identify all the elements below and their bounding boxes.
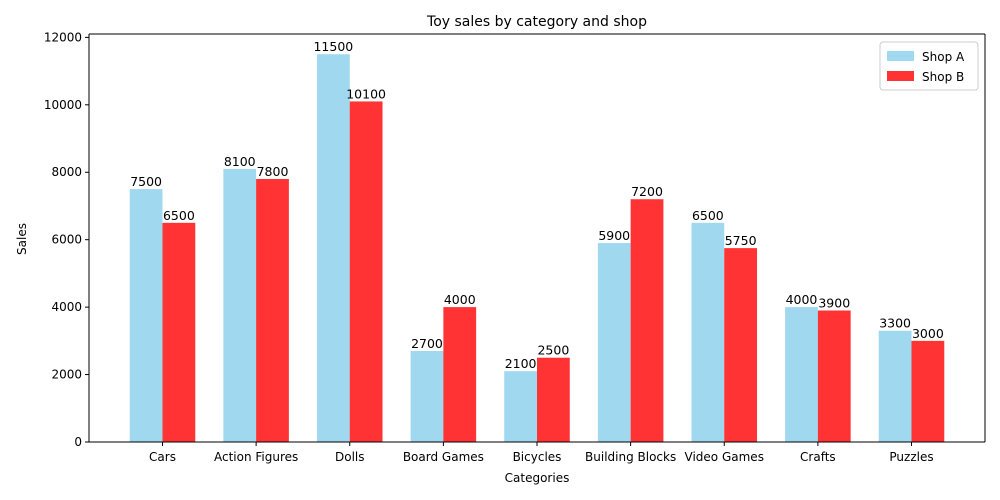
y-tick-label-4: 8000 xyxy=(51,165,82,179)
data-label-shop-b-6: 5750 xyxy=(725,233,757,248)
bar-shop-a-6 xyxy=(691,222,725,442)
data-label-shop-a-5: 5900 xyxy=(598,228,630,243)
bar-shop-a-0 xyxy=(129,189,163,442)
data-label-shop-a-4: 2100 xyxy=(505,356,537,371)
x-tick-label-7: Crafts xyxy=(800,450,836,464)
bar-shop-b-0 xyxy=(162,222,196,442)
bar-shop-b-2 xyxy=(349,101,383,442)
data-label-shop-a-6: 6500 xyxy=(692,208,724,223)
legend-swatch-0 xyxy=(887,51,914,61)
y-tick-label-2: 4000 xyxy=(51,300,82,314)
bar-shop-b-7 xyxy=(817,310,851,442)
y-tick-label-3: 6000 xyxy=(51,233,82,247)
bar-shop-b-5 xyxy=(630,199,664,442)
bar-shop-a-3 xyxy=(410,350,444,442)
bar-shop-b-4 xyxy=(537,357,570,442)
bar-shop-a-7 xyxy=(785,307,818,442)
bar-shop-a-4 xyxy=(504,371,537,442)
data-label-shop-b-7: 3900 xyxy=(818,296,850,311)
legend-swatch-1 xyxy=(887,71,914,81)
bars-group xyxy=(129,54,945,443)
data-label-shop-b-4: 2500 xyxy=(537,343,569,358)
x-axis-label: Categories xyxy=(505,471,570,485)
legend-label-1: Shop B xyxy=(922,70,964,84)
data-label-shop-a-0: 7500 xyxy=(130,174,162,189)
x-tick-label-5: Building Blocks xyxy=(585,450,676,464)
x-tick-label-6: Video Games xyxy=(685,450,764,464)
y-tick-label-0: 0 xyxy=(74,435,82,449)
data-label-shop-b-8: 3000 xyxy=(912,326,944,341)
data-label-shop-b-2: 10100 xyxy=(346,86,386,101)
y-tick-label-5: 10000 xyxy=(44,98,82,112)
data-labels-group: 7500 8100 11500 2700 2100 5900 6500 4000 3300 650… xyxy=(130,39,944,371)
bar-shop-a-5 xyxy=(597,243,631,442)
y-tick-label-1: 2000 xyxy=(51,368,82,382)
legend-label-0: Shop A xyxy=(922,50,965,64)
data-label-shop-a-2: 11500 xyxy=(313,39,353,54)
y-tick-label-6: 12000 xyxy=(44,30,82,44)
data-label-shop-a-1: 8100 xyxy=(224,154,256,169)
x-tick-label-0: Cars xyxy=(149,450,176,464)
x-tick-label-8: Puzzles xyxy=(889,450,933,464)
data-label-shop-a-7: 4000 xyxy=(786,292,818,307)
bar-shop-b-8 xyxy=(911,340,945,442)
legend: Shop A Shop B xyxy=(879,41,979,91)
x-tick-label-1: Action Figures xyxy=(214,450,298,464)
bar-shop-a-2 xyxy=(316,54,350,442)
data-label-shop-a-3: 2700 xyxy=(411,336,443,351)
data-label-shop-b-3: 4000 xyxy=(444,292,476,307)
data-label-shop-b-1: 7800 xyxy=(257,164,289,179)
axes-group: 0 2000 4000 6000 8000 10000 12000 Cars Action Fi… xyxy=(44,30,986,464)
chart-title: Toy sales by category and shop xyxy=(426,14,647,30)
data-label-shop-a-8: 3300 xyxy=(879,316,911,331)
x-tick-label-4: Bicycles xyxy=(513,450,562,464)
y-axis-label: Sales xyxy=(15,223,29,255)
data-label-shop-b-0: 6500 xyxy=(163,208,195,223)
bar-shop-b-1 xyxy=(256,178,289,443)
bar-shop-b-3 xyxy=(443,307,477,442)
x-tick-label-3: Board Games xyxy=(403,450,484,464)
bar-shop-a-8 xyxy=(878,330,912,442)
bar-shop-b-6 xyxy=(724,248,758,442)
x-tick-label-2: Dolls xyxy=(335,450,365,464)
data-label-shop-b-5: 7200 xyxy=(631,184,663,199)
bar-shop-a-1 xyxy=(223,168,257,442)
